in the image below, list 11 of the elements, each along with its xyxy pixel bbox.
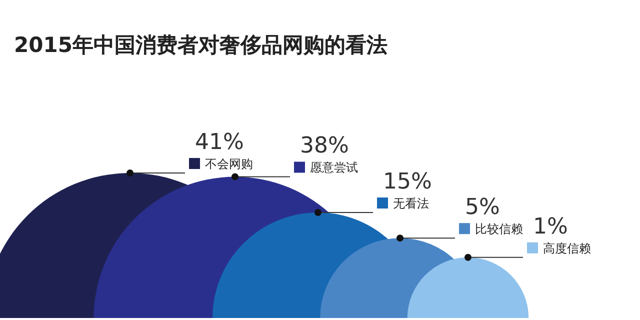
category-label: 愿意尝试	[310, 160, 358, 175]
category-label: 无看法	[393, 196, 429, 211]
data-label: 5%	[465, 195, 500, 220]
data-label: 38%	[300, 134, 349, 159]
category-label: 不会网购	[205, 157, 253, 171]
data-label: 41%	[195, 130, 244, 155]
data-label: 1%	[533, 214, 568, 240]
category-label: 高度信赖	[543, 241, 591, 256]
text: 2015年中国消费者对奢侈品网购的看法	[14, 33, 388, 57]
category-label: 比较信赖	[475, 222, 523, 236]
data-label: 15%	[383, 170, 432, 195]
